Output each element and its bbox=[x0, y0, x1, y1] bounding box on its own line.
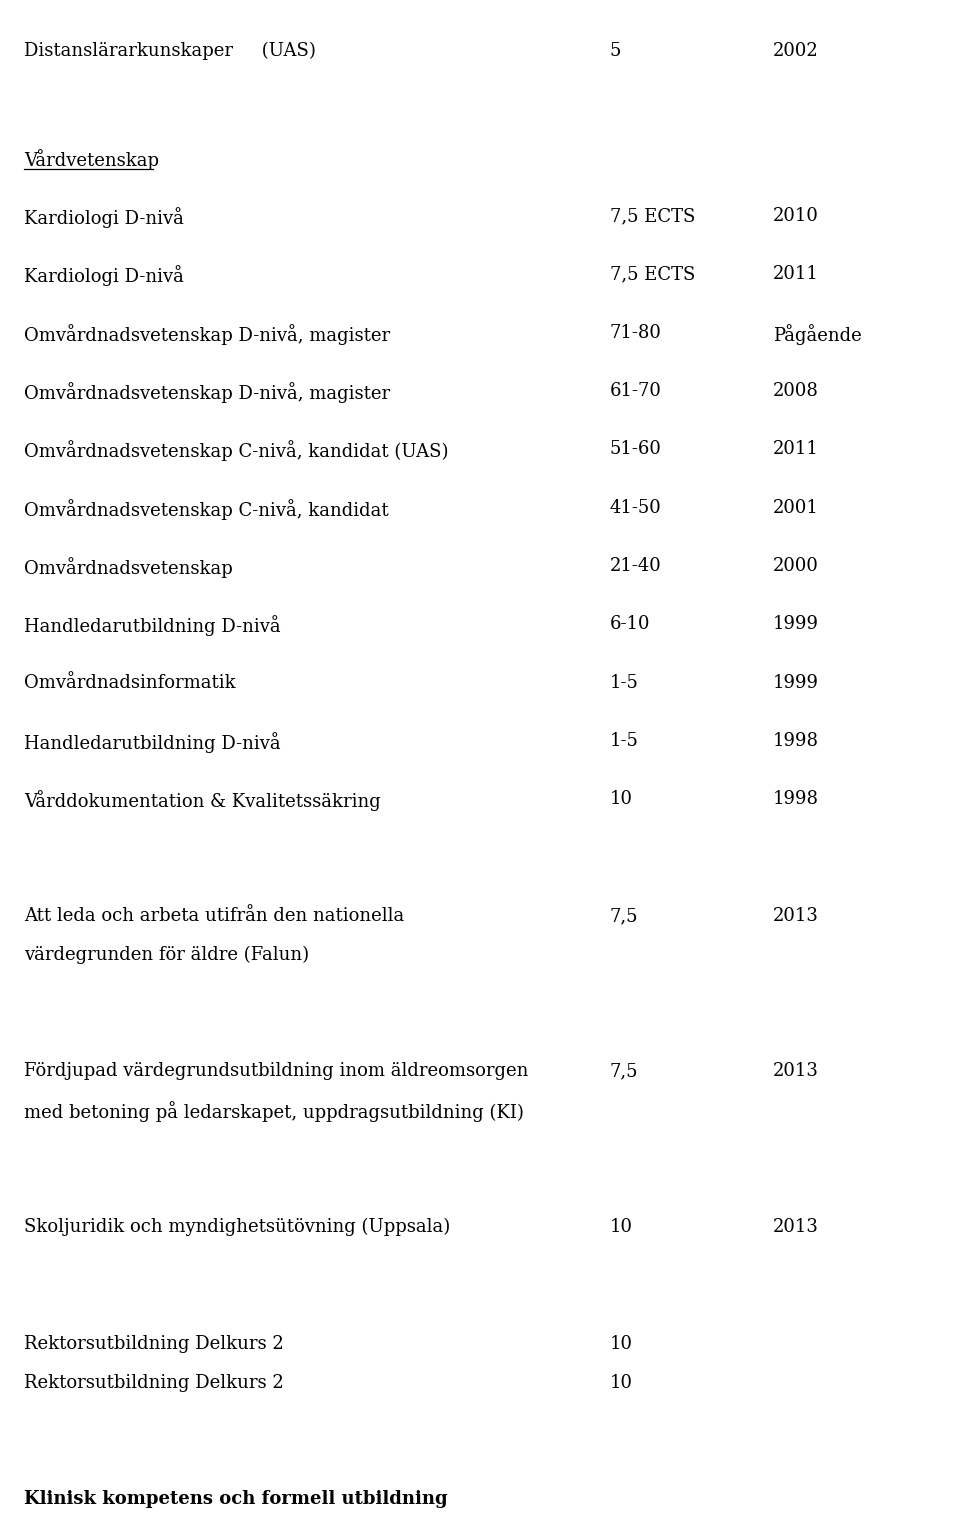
Text: 2013: 2013 bbox=[773, 1063, 819, 1081]
Text: Omvårdnadsvetenskap C-nivå, kandidat (UAS): Omvårdnadsvetenskap C-nivå, kandidat (UA… bbox=[24, 440, 448, 461]
Text: Vårddokumentation & Kvalitetssäkring: Vårddokumentation & Kvalitetssäkring bbox=[24, 791, 381, 811]
Text: Omvårdnadsinformatik: Omvårdnadsinformatik bbox=[24, 674, 235, 692]
Text: 1998: 1998 bbox=[773, 732, 819, 750]
Text: 7,5 ECTS: 7,5 ECTS bbox=[610, 206, 695, 225]
Text: 1-5: 1-5 bbox=[610, 674, 638, 692]
Text: Skoljuridik och myndighetsütövning (Uppsala): Skoljuridik och myndighetsütövning (Upps… bbox=[24, 1217, 450, 1236]
Text: 1-5: 1-5 bbox=[610, 732, 638, 750]
Text: 1999: 1999 bbox=[773, 674, 819, 692]
Text: 7,5: 7,5 bbox=[610, 1063, 638, 1081]
Text: 2010: 2010 bbox=[773, 206, 819, 225]
Text: Vårdvetenskap: Vårdvetenskap bbox=[24, 149, 159, 170]
Text: Pågående: Pågående bbox=[773, 323, 861, 345]
Text: Omvårdnadsvetenskap D-nivå, magister: Omvårdnadsvetenskap D-nivå, magister bbox=[24, 383, 390, 402]
Text: 71-80: 71-80 bbox=[610, 323, 661, 342]
Text: Kardiologi D-nivå: Kardiologi D-nivå bbox=[24, 266, 184, 287]
Text: med betoning på ledarskapet, uppdragsutbildning (KI): med betoning på ledarskapet, uppdragsutb… bbox=[24, 1102, 524, 1122]
Text: 10: 10 bbox=[610, 1217, 633, 1236]
Text: Klinisk kompetens och formell utbildning: Klinisk kompetens och formell utbildning bbox=[24, 1491, 447, 1509]
Text: 10: 10 bbox=[610, 1374, 633, 1392]
Text: Omvårdnadsvetenskap D-nivå, magister: Omvårdnadsvetenskap D-nivå, magister bbox=[24, 323, 390, 345]
Text: 2011: 2011 bbox=[773, 266, 819, 284]
Text: 10: 10 bbox=[610, 791, 633, 808]
Text: 2013: 2013 bbox=[773, 906, 819, 924]
Text: Att leda och arbeta utifrån den nationella: Att leda och arbeta utifrån den nationel… bbox=[24, 906, 404, 924]
Text: 61-70: 61-70 bbox=[610, 383, 661, 399]
Text: 5: 5 bbox=[610, 41, 621, 59]
Text: Omvårdnadsvetenskap C-nivå, kandidat: Omvårdnadsvetenskap C-nivå, kandidat bbox=[24, 498, 389, 519]
Text: värdegrunden för äldre (Falun): värdegrunden för äldre (Falun) bbox=[24, 946, 309, 964]
Text: Rektorsutbildning Delkurs 2: Rektorsutbildning Delkurs 2 bbox=[24, 1334, 284, 1353]
Text: 2011: 2011 bbox=[773, 440, 819, 458]
Text: 10: 10 bbox=[610, 1334, 633, 1353]
Text: Fördjupad värdegrundsutbildning inom äldreomsorgen: Fördjupad värdegrundsutbildning inom äld… bbox=[24, 1063, 528, 1081]
Text: Kardiologi D-nivå: Kardiologi D-nivå bbox=[24, 206, 184, 228]
Text: 7,5: 7,5 bbox=[610, 906, 638, 924]
Text: Distanslärarkunskaper     (UAS): Distanslärarkunskaper (UAS) bbox=[24, 41, 316, 59]
Text: 1998: 1998 bbox=[773, 791, 819, 808]
Text: 51-60: 51-60 bbox=[610, 440, 661, 458]
Text: 7,5 ECTS: 7,5 ECTS bbox=[610, 266, 695, 284]
Text: 41-50: 41-50 bbox=[610, 498, 661, 516]
Text: 21-40: 21-40 bbox=[610, 557, 661, 575]
Text: 2013: 2013 bbox=[773, 1217, 819, 1236]
Text: 2001: 2001 bbox=[773, 498, 819, 516]
Text: 2008: 2008 bbox=[773, 383, 819, 399]
Text: 6-10: 6-10 bbox=[610, 615, 650, 633]
Text: 2002: 2002 bbox=[773, 41, 819, 59]
Text: 2000: 2000 bbox=[773, 557, 819, 575]
Text: Handledarutbildning D-nivå: Handledarutbildning D-nivå bbox=[24, 615, 280, 636]
Text: Handledarutbildning D-nivå: Handledarutbildning D-nivå bbox=[24, 732, 280, 753]
Text: 1999: 1999 bbox=[773, 615, 819, 633]
Text: Omvårdnadsvetenskap: Omvårdnadsvetenskap bbox=[24, 557, 232, 578]
Text: Rektorsutbildning Delkurs 2: Rektorsutbildning Delkurs 2 bbox=[24, 1374, 284, 1392]
